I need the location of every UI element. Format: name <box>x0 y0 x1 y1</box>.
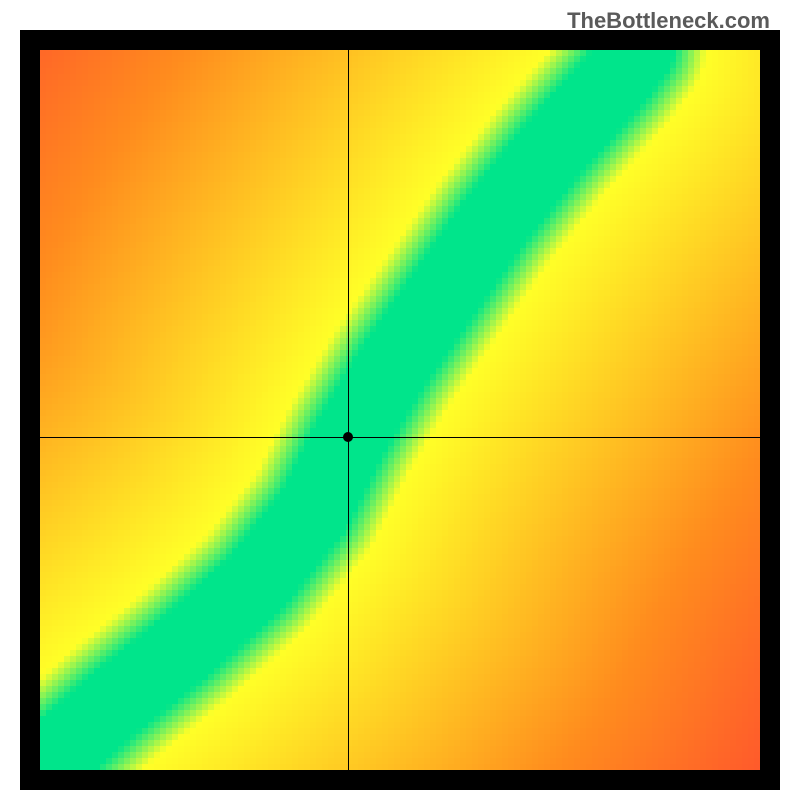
crosshair-vertical <box>348 50 349 770</box>
chart-frame <box>20 30 780 790</box>
watermark-text: TheBottleneck.com <box>567 8 770 34</box>
chart-container: TheBottleneck.com <box>0 0 800 800</box>
overlay-layer <box>40 50 760 770</box>
crosshair-horizontal <box>40 437 760 438</box>
crosshair-dot <box>343 432 353 442</box>
